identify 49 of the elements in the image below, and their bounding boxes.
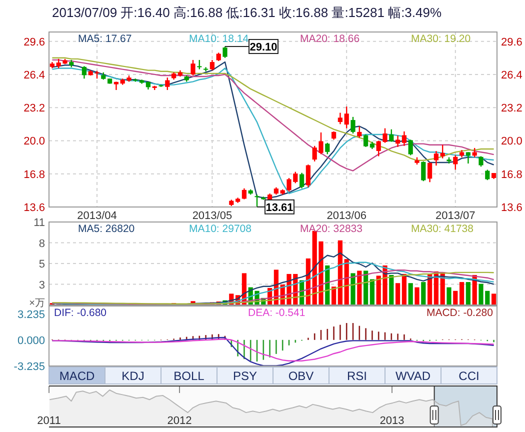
x-tick-label: 2011 <box>37 415 61 427</box>
x-tick-label: 2013/06 <box>326 210 366 222</box>
x-tick-label: 2012 <box>167 415 192 427</box>
x-tick-label: 2013 <box>380 415 404 427</box>
y2-tick-label: 13.6 <box>501 202 522 214</box>
text: KDJ <box>122 369 144 383</box>
x-tick-label: 2013/05 <box>192 210 232 222</box>
text: MA20: 18.66 <box>300 33 360 45</box>
y2-tick-label: 16.8 <box>501 168 522 181</box>
text: BOLL <box>174 369 205 383</box>
y-axis-title: ×万 <box>29 298 45 309</box>
text: MA30: 41738 <box>411 223 474 235</box>
annotation: 29.10 <box>250 41 278 54</box>
text: MA10: 18.14 <box>189 33 249 45</box>
series-label: MA5: 17.67 <box>78 33 132 45</box>
text: CCI <box>458 369 480 383</box>
text: PSY <box>232 369 258 383</box>
text: DEA: -0.541 <box>248 307 306 319</box>
text: OBV <box>288 369 314 383</box>
x-tick-label: 2013/07 <box>436 210 476 222</box>
y-tick-label: 5 <box>38 258 45 270</box>
annotation: 13.61 <box>266 202 294 214</box>
y-tick-label: 3.235 <box>17 308 45 321</box>
y-tick-label: 29.6 <box>24 36 45 48</box>
y2-tick-label: 29.6 <box>501 36 522 48</box>
y-tick-label: 0.000 <box>17 334 45 347</box>
y-tick-label: 11 <box>34 217 45 229</box>
text: MA5: 26820 <box>78 223 135 235</box>
y-tick-label: 16.8 <box>24 168 45 181</box>
x-tick-label: 2013/04 <box>77 210 117 222</box>
text: MA20: 32833 <box>300 223 363 235</box>
y-tick-label: 20.0 <box>24 136 45 148</box>
y2-tick-label: 20.0 <box>501 136 522 148</box>
y2-tick-label: 26.4 <box>501 69 522 82</box>
y-tick-label: 26.4 <box>24 69 45 82</box>
text: RSI <box>346 369 368 383</box>
chart-title: 2013/07/09 开:16.40 高:16.88 低:16.31 收:16.88 量:15281 幅:3.49% <box>52 5 442 20</box>
text: MA30: 19.20 <box>411 33 471 45</box>
series-label: MACD: -0.280 <box>426 307 494 319</box>
y-tick-label: 3 <box>38 279 45 292</box>
y-tick-label: 8 <box>38 238 45 250</box>
text: WVAD <box>395 369 431 383</box>
y2-tick-label: 23.2 <box>501 102 522 115</box>
y-tick-label: -3.235 <box>14 361 45 373</box>
y-tick-label: 13.6 <box>24 202 45 214</box>
text: MACD <box>59 369 95 383</box>
text: MA10: 29708 <box>189 223 252 235</box>
y-tick-label: 23.2 <box>24 102 45 115</box>
text: DIF: -0.680 <box>54 307 107 319</box>
